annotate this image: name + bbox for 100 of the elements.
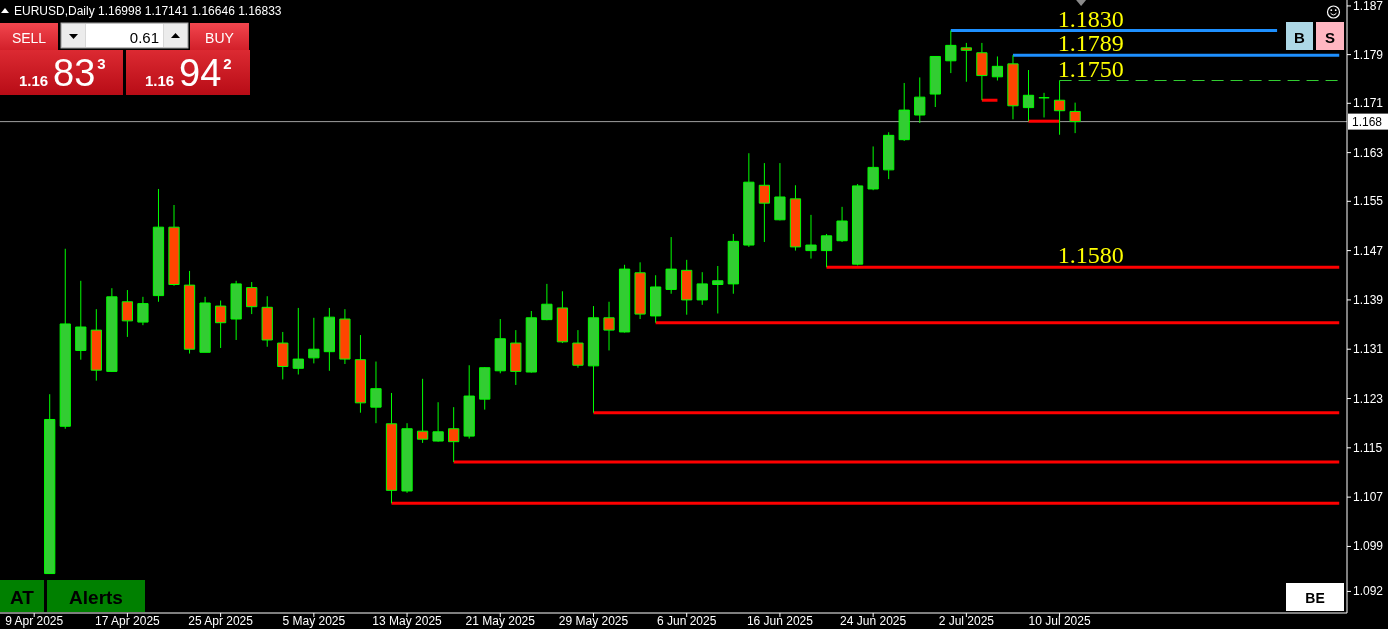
candlestick [991, 55, 1004, 81]
candlestick [75, 280, 87, 361]
candlestick [121, 289, 134, 338]
y-tick-label: 1.187 [1353, 0, 1384, 13]
candlestick [898, 82, 910, 142]
annotation: BE [1305, 590, 1325, 606]
candlestick [401, 422, 413, 494]
candlestick [416, 378, 429, 444]
y-tick-label: 1.155 [1353, 194, 1384, 209]
x-tick-label: 5 May 2025 [282, 614, 346, 628]
candlestick [59, 248, 71, 430]
candlestick [758, 162, 771, 243]
candlestick [339, 308, 351, 365]
candlestick [650, 274, 662, 324]
candlestick [851, 183, 864, 266]
candlestick [152, 188, 165, 303]
candlestick [354, 334, 367, 414]
annotation: S [1324, 28, 1336, 46]
sell-button: SELL [0, 23, 58, 50]
series-label: 1.1789 [1057, 30, 1124, 57]
y-tick-label: 1.092 [1353, 584, 1384, 599]
candlestick [432, 401, 444, 443]
y-tick-label: 1.139 [1353, 292, 1384, 307]
annotation: 1.16 [19, 72, 49, 89]
candlestick [805, 214, 817, 260]
x-tick-label: 29 May 2025 [558, 614, 629, 628]
candlestick [945, 30, 957, 74]
y-tick-label: 1.147 [1353, 243, 1384, 258]
x-tick-label: 10 Jul 2025 [1028, 614, 1091, 628]
candlestick [1007, 54, 1019, 120]
y-tick-label: 1.131 [1353, 342, 1384, 357]
y-tick-label: 1.099 [1353, 539, 1384, 554]
x-tick-label: 2 Jul 2025 [938, 614, 995, 628]
y-tick-label: 1.123 [1353, 391, 1384, 406]
candlestick [292, 307, 304, 375]
candlestick [308, 317, 320, 364]
y-tick-label: 1.171 [1353, 96, 1384, 111]
buy-price-button: 1.16 94$^{2}$ [126, 50, 250, 95]
candlestick [44, 393, 56, 575]
candlestick [1053, 80, 1066, 136]
candlestick [556, 290, 569, 344]
sell-price-button: 1.16 83$^{3}$ [0, 50, 123, 95]
x-tick-label: 6 Jun 2025 [657, 614, 717, 628]
candlestick [90, 308, 102, 382]
candlestick [463, 364, 475, 440]
candlestick [914, 76, 926, 124]
annotation: 1.16 [145, 72, 175, 89]
candlestick [448, 406, 460, 463]
x-tick-label: 13 May 2025 [372, 614, 443, 628]
y-tick-label: 1.107 [1353, 490, 1384, 505]
alerts-button: Alerts [47, 580, 145, 612]
x-tick-label: 9 Apr 2025 [5, 614, 64, 628]
candlestick [385, 392, 398, 504]
candlestick [168, 204, 180, 287]
series-label: 1.1580 [1057, 242, 1124, 269]
candlestick [199, 296, 211, 353]
candlestick [836, 206, 848, 243]
candlestick [1069, 102, 1081, 134]
be-button: BE [1286, 583, 1344, 611]
series-label: 1.1830 [1057, 5, 1124, 32]
candlestick [883, 131, 895, 180]
candlestick [618, 264, 631, 334]
candlestick [541, 283, 553, 321]
candlestick [774, 162, 786, 221]
ref-line-label: 1.168 [1352, 115, 1383, 130]
candlestick [494, 318, 506, 374]
candlestick [634, 261, 646, 320]
annotation: 83$^{3}$ [53, 52, 106, 94]
annotation: 0.61 [129, 28, 159, 45]
candlestick [976, 42, 988, 101]
y-tick-label: 1.179 [1353, 47, 1384, 62]
candlestick [681, 259, 693, 316]
annotation: BUY [205, 29, 235, 46]
annotation: 94$^{2}$ [179, 52, 232, 94]
x-tick-label: 25 Apr 2025 [188, 614, 254, 628]
candlestick [323, 307, 335, 372]
x-tick-label: 16 Jun 2025 [746, 614, 814, 628]
candlestick [603, 301, 615, 351]
candlestick [712, 265, 724, 314]
candlestick [665, 236, 677, 295]
series-label: 1.1750 [1057, 55, 1124, 82]
candlestick [820, 233, 833, 268]
candlestick [183, 270, 196, 355]
annotation: Alerts [69, 586, 123, 608]
b-button: B [1286, 22, 1313, 50]
chart-title: EURUSD,Daily 1.16998 1.17141 1.16646 1.16833 [14, 4, 282, 18]
y-tick-label: 1.115 [1353, 440, 1383, 455]
candlestick [246, 281, 258, 315]
candlestick [230, 280, 242, 341]
annotation: B [1294, 28, 1306, 46]
x-tick-label: 24 Jun 2025 [840, 614, 907, 628]
candlestick [277, 331, 289, 380]
candlestick [137, 296, 149, 326]
annotation: SELL [11, 29, 47, 46]
buy-button: BUY [190, 23, 249, 50]
candlestick [587, 305, 600, 414]
x-tick-label: 21 May 2025 [465, 614, 536, 628]
candlestick [370, 361, 382, 424]
candlestick [960, 42, 972, 83]
candlestick [867, 145, 879, 191]
